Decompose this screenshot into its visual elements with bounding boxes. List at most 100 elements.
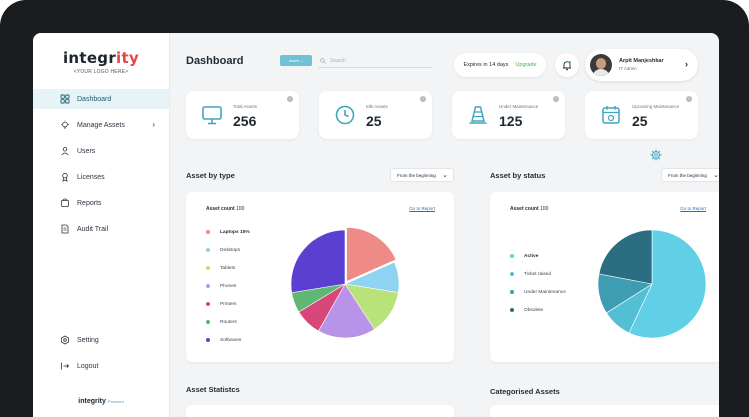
sidebar-item-label: Users: [77, 147, 96, 155]
sidebar-item-logout[interactable]: Logout: [33, 356, 169, 376]
sidebar-item-label: Manage Assets: [77, 121, 125, 129]
legend-item: Tablets: [206, 259, 250, 277]
legend-item: Obsolete: [510, 301, 566, 319]
info-icon[interactable]: ?: [686, 96, 692, 102]
sidebar-item-dashboard[interactable]: Dashboard: [33, 89, 169, 109]
go-to-report-link[interactable]: Go to Report: [680, 206, 706, 211]
chevron-down-icon: ⌄: [713, 172, 719, 179]
info-icon[interactable]: ?: [420, 96, 426, 102]
upgrade-link[interactable]: Upgrade: [515, 62, 537, 68]
period-select-value: From the beginning: [397, 172, 436, 178]
legend: Laptops 15% Desktops Tablets Phones Prin…: [206, 223, 250, 349]
search-input[interactable]: Search: [318, 55, 432, 68]
user-icon: [61, 147, 69, 156]
pie-slice-softwares[interactable]: [290, 229, 346, 293]
sidebar-item-licenses[interactable]: Licenses: [33, 167, 169, 187]
cone-icon: [469, 106, 487, 124]
gear-icon[interactable]: [650, 149, 662, 161]
sidebar-item-setting[interactable]: Setting: [33, 330, 169, 350]
reports-icon: [61, 198, 69, 207]
legend-swatch: [206, 248, 210, 252]
stat-value: 25: [632, 113, 648, 129]
sidebar-item-reports[interactable]: Reports: [33, 193, 169, 213]
stat-card-under-maintenance[interactable]: Under Maintenance 125 ?: [452, 91, 565, 139]
asset-status-period-select[interactable]: From the beginning ⌄: [661, 168, 719, 182]
stat-card-idle-assets[interactable]: Idle Assets 25 ?: [319, 91, 432, 139]
asset-count-value: 100: [540, 206, 549, 212]
section-title-asset-statistics: Asset Statistcs: [186, 385, 240, 394]
asset-status-pie-chart: [597, 229, 707, 339]
asset-filter-select[interactable]: Asset ⌄: [280, 55, 312, 66]
sidebar-nav: Dashboard Manage Assets › Users Licenses…: [33, 89, 169, 245]
legend: Active Ticket raised Under Maintenance O…: [510, 247, 566, 319]
legend-item: Laptops 15%: [206, 223, 250, 241]
sidebar-item-users[interactable]: Users: [33, 141, 169, 161]
stat-card-upcoming-maintenance[interactable]: Upcoming Maintenance 25 ?: [585, 91, 698, 139]
pie-slice-phones[interactable]: [318, 283, 375, 339]
sidebar-item-label: Reports: [77, 199, 102, 207]
expiry-text: Expires in 14 days: [463, 62, 509, 68]
legend-swatch: [206, 284, 210, 288]
go-to-report-link[interactable]: Go to Report: [409, 206, 435, 211]
info-icon[interactable]: ?: [553, 96, 559, 102]
sidebar: integrity <YOUR LOGO HERE> Dashboard Man…: [33, 33, 170, 417]
legend-swatch: [510, 254, 514, 258]
categorised-assets-panel: [490, 405, 719, 417]
legend-item: Ticket raised: [510, 265, 566, 283]
bell-icon: [563, 60, 571, 70]
chevron-down-icon: ⌄: [442, 172, 448, 179]
pie-slice-obsolete[interactable]: [598, 229, 653, 285]
legend-item: Routers: [206, 313, 250, 331]
legend-swatch: [206, 230, 210, 234]
info-icon[interactable]: ?: [287, 96, 293, 102]
user-name: Arpit Manjeshkar: [619, 58, 664, 64]
asset-by-type-panel: Asset count 100 Go to Report Laptops 15%…: [186, 192, 454, 362]
asset-filter-label: Asset: [288, 58, 299, 63]
sidebar-item-audit-trail[interactable]: Audit Trail: [33, 219, 169, 239]
user-profile-menu[interactable]: Arpit Manjeshkar IT Admin ›: [585, 49, 698, 81]
chevron-down-icon: ⌄: [299, 58, 304, 63]
legend-swatch: [510, 272, 514, 276]
user-role: IT Admin: [619, 66, 637, 71]
page-title: Dashboard: [186, 55, 244, 67]
stat-label: Total Assets: [233, 104, 258, 109]
stat-value: 256: [233, 113, 257, 129]
legend-swatch: [206, 338, 210, 342]
logo-text: integr: [62, 49, 117, 67]
legend-item: Under Maintenance: [510, 283, 566, 301]
asset-type-period-select[interactable]: From the beginning ⌄: [390, 168, 454, 182]
search-placeholder: Search: [330, 58, 346, 64]
logo-text-accent: ity: [116, 49, 140, 67]
sidebar-item-label: Setting: [77, 336, 99, 344]
subscription-pill: Expires in 14 days Upgrade: [454, 53, 546, 77]
legend-item: Softwares: [206, 331, 250, 349]
main-content: Dashboard Asset ⌄ Search Expires in 14 d…: [170, 33, 719, 417]
notifications-button[interactable]: [555, 53, 579, 77]
stat-card-total-assets[interactable]: Total Assets 256 ?: [186, 91, 299, 139]
pie-slice-laptops[interactable]: [346, 227, 397, 282]
stat-label: Upcoming Maintenance: [632, 104, 680, 109]
sidebar-item-label: Logout: [77, 362, 99, 370]
legend-swatch: [510, 290, 514, 294]
settings-icon: [61, 335, 69, 345]
stat-value: 25: [366, 113, 382, 129]
legend-swatch: [206, 320, 210, 324]
chevron-right-icon: ›: [152, 120, 155, 129]
document-icon: [61, 224, 69, 234]
legend-swatch: [206, 266, 210, 270]
sidebar-bottom-nav: Setting Logout: [33, 330, 169, 382]
footer-logo: integrity Powered: [33, 398, 169, 405]
calendar-icon: [602, 106, 620, 124]
asset-count-label: Asset count 100: [510, 206, 549, 212]
app-screen: integrity <YOUR LOGO HERE> Dashboard Man…: [33, 33, 719, 417]
sidebar-item-manage-assets[interactable]: Manage Assets ›: [33, 115, 169, 135]
pie-slice-active[interactable]: [628, 229, 707, 339]
stat-label: Idle Assets: [366, 104, 388, 109]
section-title-asset-by-type: Asset by type: [186, 171, 235, 180]
logo-tagline: <YOUR LOGO HERE>: [73, 69, 129, 75]
logout-icon: [61, 362, 70, 370]
legend-item: Desktops: [206, 241, 250, 259]
search-icon: [320, 58, 326, 64]
asset-count-label: Asset count 100: [206, 206, 245, 212]
app-logo[interactable]: integrity <YOUR LOGO HERE>: [33, 49, 169, 75]
